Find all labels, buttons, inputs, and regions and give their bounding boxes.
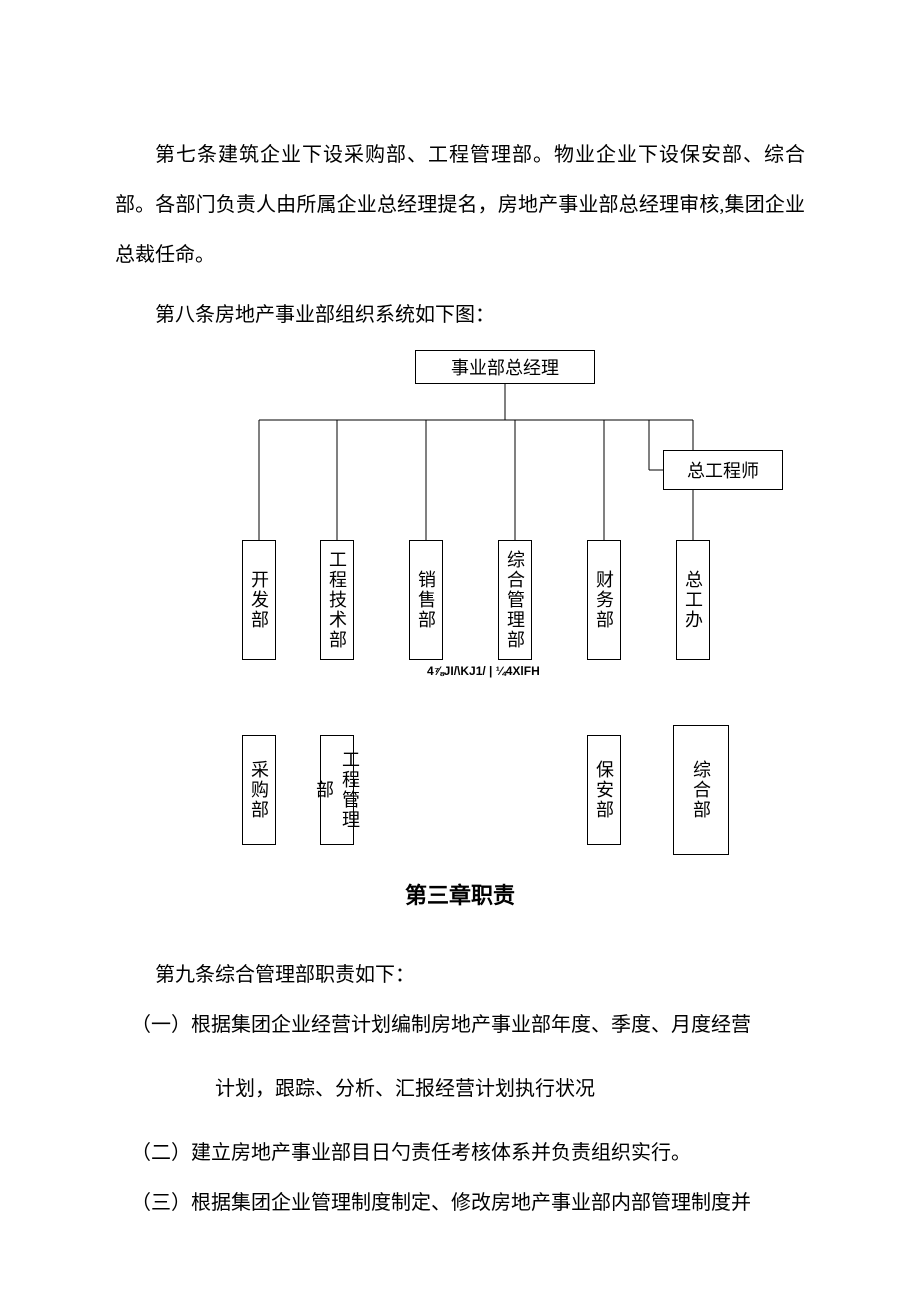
org-node-row1-1: 工程技术部 [320,540,354,660]
chapter-3-title: 第三章职责 [115,878,805,910]
org-chart: 事业部总经理总工程师开发部 工程技术部 销售部 综合管理部 财务部 总工办采购部 工程管理部… [115,340,805,870]
org-node-root: 事业部总经理 [415,350,595,384]
section-9-item-3: （三）根据集团企业管理制度制定、修改房地产事业部内部管理制度并 [115,1178,805,1228]
org-node-row2-3: 综合部 [673,725,729,855]
org-node-row1-2: 销售部 [409,540,443,660]
section-9-item-1b: 计划，跟踪、分析、汇报经营计划执行状况 [115,1064,805,1114]
org-node-row1-4: 财务部 [587,540,621,660]
org-node-row1-3: 综合管理部 [498,540,532,660]
org-node-row2-2: 保安部 [587,735,621,845]
org-node-row2-1: 工程管理部 [320,735,354,845]
section-9: 第九条综合管理部职责如下： （一）根据集团企业经营计划编制房地产事业部年度、季度… [115,950,805,1228]
document-page: 第七条建筑企业下设采购部、工程管理部。物业企业下设保安部、综合部。各部门负责人由… [0,0,920,1288]
paragraph-article-8: 第八条房地产事业部组织系统如下图： [115,290,805,340]
section-9-intro: 第九条综合管理部职责如下： [115,950,805,1000]
org-node-row1-5: 总工办 [676,540,710,660]
watermark-text: 4⅞JI/\KJ1/ | ¼4XlFH [427,664,540,678]
section-9-item-1: （一）根据集团企业经营计划编制房地产事业部年度、季度、月度经营 [115,1000,805,1050]
section-9-item-2: （二）建立房地产事业部目日勺责任考核体系并负责组织实行。 [115,1128,805,1178]
org-node-row2-0: 采购部 [242,735,276,845]
org-node-chief-engineer: 总工程师 [663,450,783,490]
paragraph-article-7: 第七条建筑企业下设采购部、工程管理部。物业企业下设保安部、综合部。各部门负责人由… [115,130,805,280]
org-node-row1-0: 开发部 [242,540,276,660]
